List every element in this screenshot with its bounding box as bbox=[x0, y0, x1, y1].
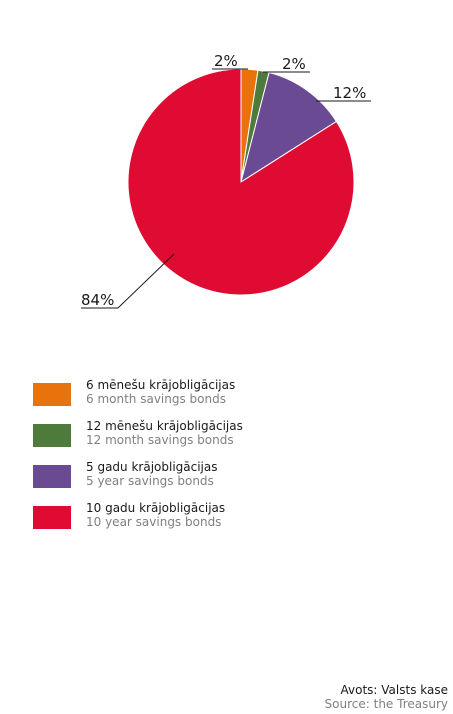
pie-slices bbox=[127, 68, 355, 296]
legend-swatch-12-month bbox=[33, 424, 71, 447]
legend-swatch-10-year bbox=[33, 506, 71, 529]
legend-label-lv: 10 gadu krājobligācijas bbox=[86, 501, 226, 515]
legend-label-lv: 12 mēnešu krājobligācijas bbox=[86, 419, 243, 433]
legend-label-lv: 6 mēnešu krājobligācijas bbox=[86, 378, 236, 392]
source-note: Avots: Valsts kase Source: the Treasury bbox=[325, 683, 448, 711]
pie-slice-10-year bbox=[127, 68, 355, 296]
legend-item-12-month: 12 mēnešu krājobligācijas 12 month savin… bbox=[33, 419, 433, 460]
legend-item-10-year: 10 gadu krājobligācijas 10 year savings … bbox=[33, 501, 433, 542]
data-label-10-year: 84% bbox=[81, 291, 114, 309]
pie-data-labels: 2% 2% 12% 84% bbox=[81, 52, 366, 309]
data-label-6-month: 2% bbox=[214, 52, 238, 70]
legend-label-lv: 5 gadu krājobligācijas bbox=[86, 460, 218, 474]
leader-line-10-year bbox=[81, 253, 175, 309]
pie-leader-lines bbox=[81, 68, 371, 309]
data-label-12-month: 2% bbox=[282, 55, 306, 73]
legend-label-en: 5 year savings bonds bbox=[86, 474, 214, 488]
legend-item-5-year: 5 gadu krājobligācijas 5 year savings bo… bbox=[33, 460, 433, 501]
pie-slice-5-year bbox=[240, 71, 338, 184]
source-label-en: Source: the Treasury bbox=[324, 697, 448, 711]
legend-label-en: 6 month savings bonds bbox=[86, 392, 226, 406]
data-label-5-year: 12% bbox=[333, 84, 366, 102]
legend-label-en: 10 year savings bonds bbox=[86, 515, 222, 529]
legend-item-6-month: 6 mēnešu krājobligācijas 6 month savings… bbox=[33, 378, 433, 419]
source-label-lv: Avots: Valsts kase bbox=[340, 683, 448, 697]
legend-swatch-6-month bbox=[33, 383, 71, 406]
chart-legend: 6 mēnešu krājobligācijas 6 month savings… bbox=[33, 378, 433, 542]
pie-chart: 2% 2% 12% 84% bbox=[81, 52, 371, 309]
legend-label-en: 12 month savings bonds bbox=[86, 433, 234, 447]
legend-swatch-5-year bbox=[33, 465, 71, 488]
